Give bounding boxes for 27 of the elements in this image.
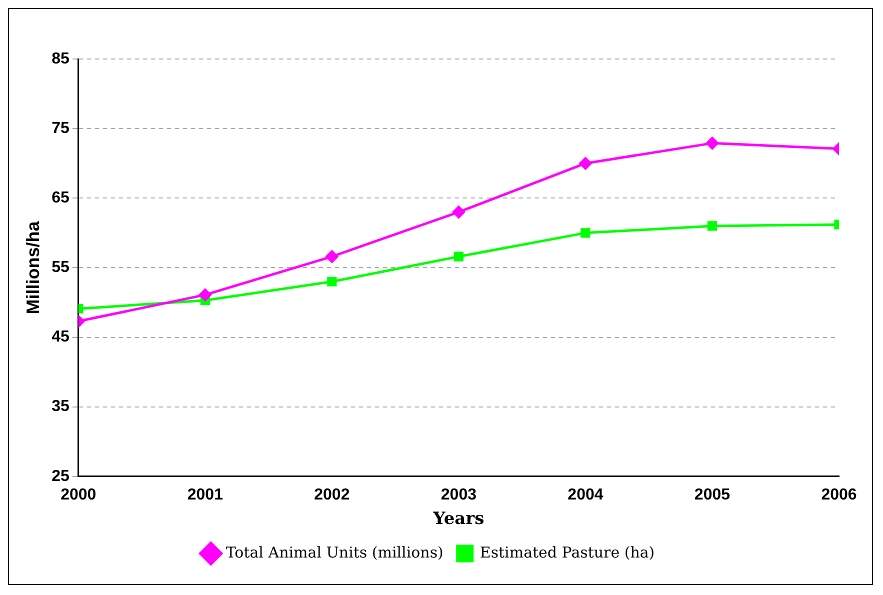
x-axis-title: Years [432, 509, 484, 530]
point [452, 206, 465, 218]
point [327, 276, 337, 286]
y-tick-label: 65 [52, 190, 70, 207]
y-tick-label: 75 [52, 120, 70, 137]
x-tick-label: 2004 [568, 486, 604, 504]
point [579, 157, 592, 170]
y-tick-label: 85 [52, 50, 70, 68]
y-tick-label: 55 [52, 259, 70, 276]
x-tick-label: 2006 [821, 486, 857, 504]
point [707, 221, 718, 231]
point [454, 252, 464, 262]
point [706, 136, 718, 150]
point [326, 250, 338, 263]
legend-label: Total Animal Units (millions) [226, 543, 444, 562]
y-axis-title: Millions/ha [22, 220, 43, 314]
x-tick-label: 2000 [60, 486, 96, 504]
x-tick-label: 2002 [314, 486, 350, 504]
x-tick-label: 2001 [187, 486, 224, 504]
legend-label: Estimated Pasture (ha) [480, 543, 655, 562]
x-tick-label: 2003 [440, 486, 477, 504]
x-tick-label: 2005 [694, 486, 730, 504]
y-tick-label: 45 [52, 328, 70, 346]
y-tick-label: 25 [52, 468, 70, 485]
point [198, 288, 212, 302]
y-tick-label: 35 [52, 398, 70, 416]
point [580, 228, 590, 238]
